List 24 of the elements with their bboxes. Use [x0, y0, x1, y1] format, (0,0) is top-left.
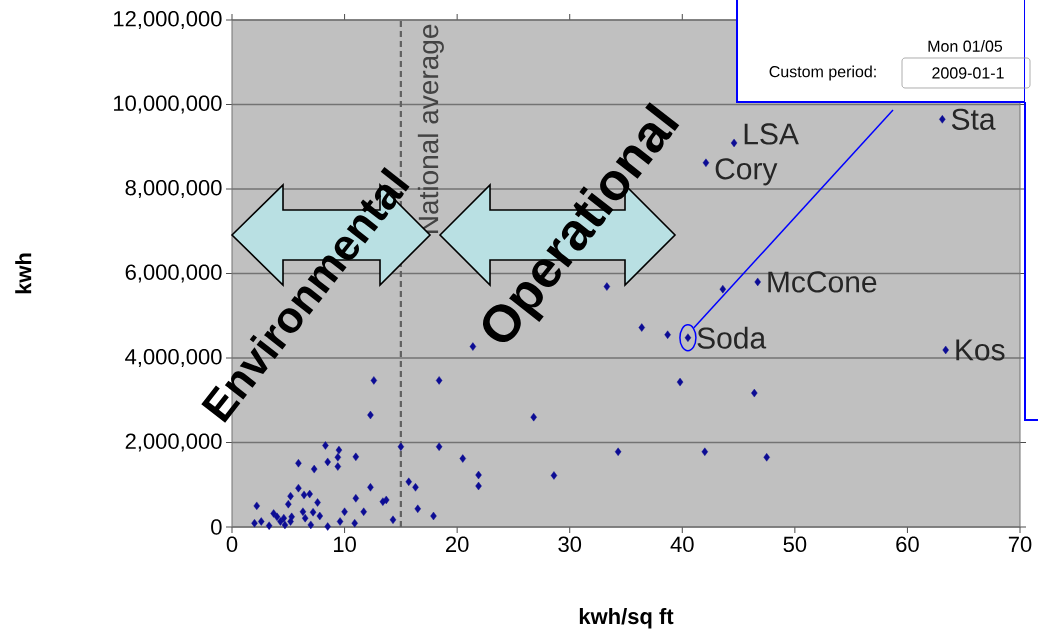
y-axis-title: kwh	[15, 253, 32, 294]
x-tick-label: 50	[783, 536, 807, 553]
annotation: Custom period:	[769, 65, 876, 81]
annotation: Kos	[956, 339, 1005, 361]
x-tick-label: 70	[1008, 536, 1032, 553]
y-tick-label: 0	[211, 519, 222, 535]
annotation: Cory	[715, 158, 778, 186]
y-tick-label: 2,000,000	[125, 433, 222, 452]
annotation: McCone	[768, 271, 877, 293]
y-tick-label: 12,000,000	[114, 10, 222, 30]
x-tick-label: 30	[558, 536, 582, 553]
annotation: Mon 01/05	[928, 40, 1003, 52]
x-tick-label: 0	[226, 536, 238, 553]
annotation: Sta	[951, 108, 996, 130]
x-tick-label: 20	[446, 536, 469, 553]
x-tick-label: 60	[896, 536, 919, 553]
x-axis-title: kwh/sq ft	[579, 608, 674, 629]
y-tick-label: 10,000,000	[114, 95, 222, 114]
x-tick-label: 10	[334, 536, 356, 553]
annotation: Soda	[697, 326, 767, 349]
ref-line-label: National average	[417, 24, 444, 233]
annotation: LSA	[744, 123, 799, 145]
annotation: 2009-01-1	[932, 67, 1004, 79]
x-tick-label: 40	[670, 536, 694, 553]
